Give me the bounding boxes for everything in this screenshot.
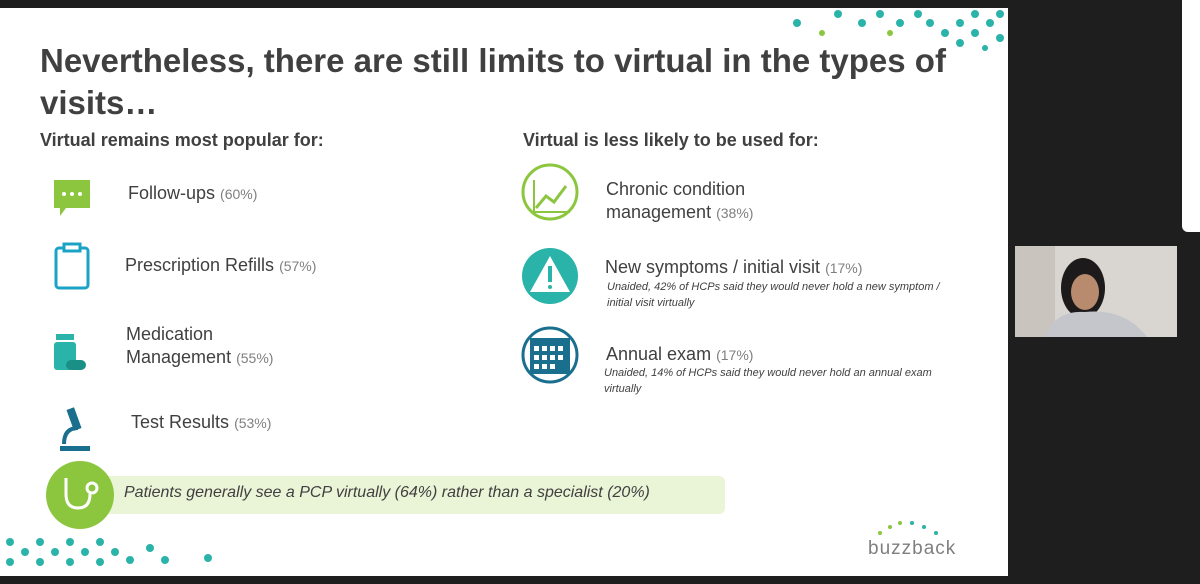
dot — [51, 548, 59, 556]
dot — [21, 548, 29, 556]
clipboard-icon — [54, 242, 90, 290]
face — [1071, 274, 1099, 310]
chat-icon — [54, 180, 90, 216]
decorations — [6, 10, 1004, 566]
list-item: Prescription Refills (57%) — [125, 254, 316, 278]
dot — [996, 34, 1004, 42]
chart-icon — [521, 163, 579, 221]
dot — [878, 531, 882, 535]
dots-bottom — [6, 538, 212, 566]
item-label: Chronic condition management — [606, 179, 746, 222]
item-label: Prescription Refills — [125, 255, 275, 275]
dot — [96, 558, 104, 566]
item-label: Annual exam — [606, 344, 712, 364]
item-percent: (55%) — [236, 350, 274, 366]
dot — [896, 19, 904, 27]
dot — [934, 531, 938, 535]
dot — [971, 29, 979, 37]
logo-mark — [878, 521, 938, 535]
left-heading: Virtual remains most popular for: — [40, 130, 324, 150]
dot — [834, 10, 842, 18]
item-note: Unaided, 14% of HCPs said they would nev… — [604, 367, 932, 395]
list-item: Chronic condition management (38%) — [606, 178, 781, 225]
item-label: Test Results — [131, 412, 230, 432]
list-item: Follow-ups (60%) — [128, 182, 257, 206]
dot — [66, 558, 74, 566]
slide: Nevertheless, there are still limits to … — [0, 8, 1008, 576]
background-wall — [1015, 246, 1055, 337]
dot — [910, 521, 914, 525]
dot — [66, 538, 74, 546]
medication-icon — [54, 334, 86, 370]
dot — [941, 29, 949, 37]
dot — [36, 558, 44, 566]
dot — [858, 19, 866, 27]
item-percent: (53%) — [234, 415, 272, 431]
dot — [96, 538, 104, 546]
item-note: Unaided, 42% of HCPs said they would nev… — [607, 281, 940, 309]
list-item: Annual exam (17%) — [606, 343, 753, 367]
dot — [81, 548, 89, 556]
dot — [956, 19, 964, 27]
side-window — [1182, 0, 1200, 232]
item-percent: (60%) — [220, 186, 258, 202]
dot — [146, 544, 154, 552]
dot — [986, 19, 994, 27]
shirt — [1045, 311, 1147, 337]
list-item: New symptoms / initial visit (17%) — [605, 256, 862, 280]
slide-title: Nevertheless, there are still limits to … — [40, 42, 946, 121]
dot — [887, 30, 893, 36]
callout-box — [90, 476, 725, 514]
dot — [982, 45, 988, 51]
item-percent: (17%) — [716, 347, 754, 363]
list-item: Medication Management (55%) — [126, 323, 296, 370]
calendar-icon — [521, 326, 579, 384]
webcam-video — [1015, 246, 1147, 337]
stethoscope-icon — [46, 461, 114, 529]
dot — [793, 19, 801, 27]
dot — [996, 10, 1004, 18]
dots-top — [793, 10, 1004, 51]
item-percent: (57%) — [279, 258, 317, 274]
dot — [6, 558, 14, 566]
dot — [956, 39, 964, 47]
item-label: Medication Management — [126, 324, 232, 367]
dot — [922, 525, 926, 529]
warning-icon — [522, 248, 578, 304]
dot — [161, 556, 169, 564]
dot — [876, 10, 884, 18]
list-item: Test Results (53%) — [131, 411, 271, 435]
dot — [6, 538, 14, 546]
dot — [111, 548, 119, 556]
dot — [926, 19, 934, 27]
item-label: New symptoms / initial visit — [605, 257, 821, 277]
dot — [819, 30, 825, 36]
item-label: Follow-ups — [128, 183, 216, 203]
right-heading: Virtual is less likely to be used for: — [523, 130, 819, 150]
microscope-icon — [60, 407, 90, 451]
dot — [126, 556, 134, 564]
dot — [204, 554, 212, 562]
dot — [914, 10, 922, 18]
dot — [888, 525, 892, 529]
item-percent: (38%) — [716, 205, 754, 221]
dot — [36, 538, 44, 546]
dot — [971, 10, 979, 18]
item-percent: (17%) — [825, 260, 863, 276]
callout-text: Patients generally see a PCP virtually (… — [124, 484, 650, 501]
logo-text: buzzback — [868, 538, 957, 559]
dot — [898, 521, 902, 525]
dots-top-green — [819, 30, 893, 36]
webcam-thumbnail[interactable] — [1015, 246, 1177, 337]
